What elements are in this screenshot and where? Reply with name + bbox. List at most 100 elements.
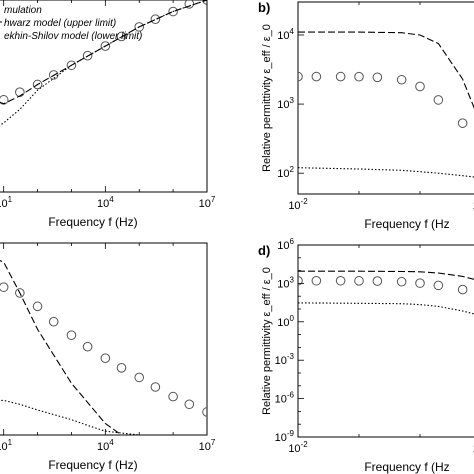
- y-tick-base: 10: [277, 168, 289, 180]
- data-point-circle: [82, 50, 93, 61]
- x-tick-exp: 7: [211, 438, 216, 447]
- x-tick-label: 101: [0, 438, 13, 453]
- series-line-dotted: [298, 302, 474, 315]
- y-tick-exp: -3: [287, 352, 295, 361]
- y-tick-base: 10: [275, 394, 287, 406]
- x-tick-label: 107: [199, 195, 216, 210]
- data-point-circle: [433, 280, 444, 291]
- x-tick-exp: -2: [301, 197, 309, 206]
- x-tick-label: 104: [97, 438, 114, 453]
- y-tick-label: 106: [277, 237, 294, 252]
- data-point-circle: [100, 41, 111, 51]
- series-line-dashed: [298, 270, 474, 280]
- data-point-circle: [150, 14, 161, 25]
- data-point-circle: [372, 72, 383, 83]
- x-axis-label: Frequency f (Hz: [364, 217, 449, 231]
- x-tick-exp: 4: [109, 438, 114, 447]
- x-tick-label: 101: [473, 197, 474, 212]
- data-point-circle: [457, 118, 468, 128]
- data-point-circle: [66, 330, 77, 340]
- y-tick-exp: 6: [290, 237, 295, 246]
- plot-area: [298, 31, 474, 178]
- series-line-dashed: [0, 260, 140, 435]
- plot-area: [298, 270, 474, 315]
- y-tick-base: 10: [275, 432, 287, 444]
- y-tick-exp: 4: [290, 27, 295, 36]
- y-tick-label: 102: [277, 165, 294, 180]
- plot-frame: [0, 242, 208, 436]
- data-point-circle: [335, 275, 346, 286]
- data-point-circle: [48, 70, 59, 80]
- data-point-circle: [298, 275, 303, 286]
- y-tick-exp: 0: [290, 314, 295, 323]
- x-tick-label: 107: [199, 438, 216, 453]
- y-tick-base: 10: [277, 317, 289, 329]
- data-point-circle: [184, 399, 195, 410]
- y-tick-base: 10: [277, 30, 289, 42]
- x-tick-base: 10: [199, 441, 211, 453]
- data-point-circle: [396, 276, 407, 287]
- chart-panel-b: 10-2101102103104Frequency f (HzRelative …: [258, 0, 474, 231]
- y-tick-exp: 3: [290, 96, 295, 105]
- legend-entry: mulation: [4, 5, 42, 16]
- x-tick-exp: 4: [109, 195, 114, 204]
- data-point-circle: [415, 278, 425, 288]
- y-tick-label: 10-9: [275, 429, 295, 444]
- x-tick-base: 10: [0, 198, 8, 210]
- data-point-circle: [298, 71, 303, 82]
- x-tick-base: 10: [97, 198, 109, 210]
- y-axis-label: Relative permittivity ε_eff / ε_0: [261, 267, 273, 415]
- x-tick-label: 10-2: [288, 440, 308, 455]
- series-line-dashed: [0, 0, 207, 105]
- data-point-circle: [354, 276, 364, 286]
- panel-label: b): [258, 0, 270, 15]
- x-tick-base: 10: [199, 198, 211, 210]
- series-line-dotted: [0, 0, 207, 126]
- data-point-circle: [15, 87, 25, 97]
- x-tick-exp: 1: [8, 438, 13, 447]
- x-axis-label: Frequency f (Hz): [48, 458, 137, 472]
- data-point-circle: [372, 276, 383, 286]
- x-tick-base: 10: [0, 441, 8, 453]
- y-axis-label: Relative permittivity ε_eff / ε_0: [261, 24, 273, 172]
- x-axis-label: Frequency f (Hz: [364, 460, 449, 474]
- y-tick-exp: 2: [290, 165, 295, 174]
- data-point-circle: [116, 363, 127, 373]
- data-point-circle: [15, 288, 25, 298]
- y-tick-base: 10: [277, 240, 289, 252]
- series-line-dotted: [298, 167, 474, 178]
- data-point-circle: [150, 382, 161, 392]
- y-tick-exp: 3: [290, 275, 295, 284]
- plot-frame: [0, 0, 208, 193]
- y-tick-label: 104: [277, 27, 294, 42]
- x-tick-base: 10: [97, 441, 109, 453]
- y-tick-label: 103: [277, 275, 294, 290]
- y-tick-label: 10-6: [275, 391, 295, 406]
- x-tick-label: 101: [473, 440, 474, 455]
- data-point-circle: [168, 391, 178, 402]
- x-tick-exp: 1: [8, 195, 13, 204]
- data-point-circle: [311, 275, 322, 286]
- data-point-circle: [396, 74, 407, 85]
- data-point-circle: [184, 0, 195, 9]
- y-tick-base: 10: [277, 99, 289, 111]
- legend-entry: hwarz model (upper limit): [4, 18, 116, 29]
- chart-panel-c: 101104107Frequency f (Hz): [0, 242, 216, 472]
- data-point-circle: [134, 22, 145, 32]
- data-point-circle: [100, 353, 111, 364]
- x-tick-base: 10: [473, 443, 474, 455]
- data-point-circle: [82, 341, 93, 352]
- x-tick-label: 101: [0, 195, 13, 210]
- x-axis-label: Frequency f (Hz): [48, 215, 137, 229]
- data-point-circle: [32, 301, 43, 312]
- data-point-circle: [202, 407, 207, 417]
- x-tick-base: 10: [473, 200, 474, 212]
- plot-area: [0, 260, 207, 435]
- data-point-circle: [168, 6, 178, 17]
- legend-entry: ekhin-Shilov model (lower limit): [4, 31, 142, 42]
- x-tick-label: 104: [97, 195, 114, 210]
- data-point-circle: [311, 71, 322, 82]
